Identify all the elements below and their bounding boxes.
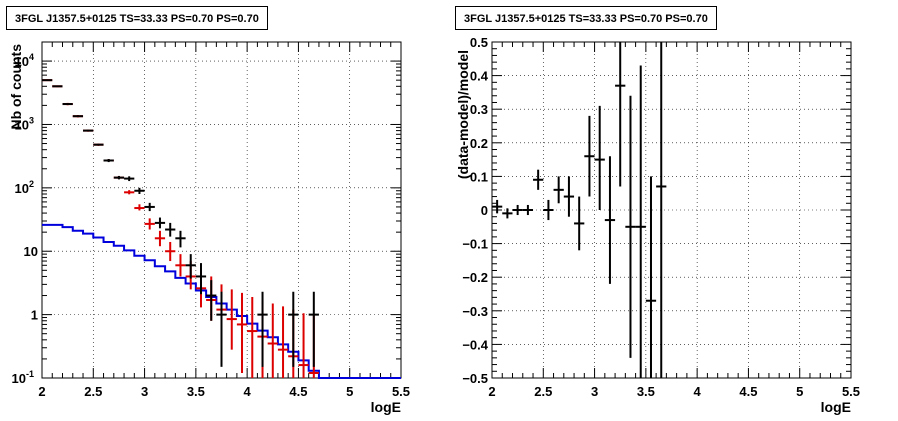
- y-tick-label: 1: [31, 308, 38, 323]
- plot-frame: [491, 41, 852, 379]
- x-tick-label: 3.5: [187, 384, 205, 399]
- y-tick-label: 103: [15, 115, 34, 132]
- x-tick-label: 3.5: [637, 384, 655, 399]
- y-tick-label: 0.3: [470, 102, 488, 117]
- y-tick-label: −0.2: [462, 270, 488, 285]
- x-tick-label: 2: [38, 384, 45, 399]
- x-tick-label: 4.5: [739, 384, 757, 399]
- x-tick-label: 4: [694, 384, 702, 399]
- y-tick-label: 0.1: [470, 169, 488, 184]
- x-axis-title: logE: [371, 399, 401, 415]
- y-tick-label: 10-1: [12, 369, 34, 386]
- x-tick-label: 3: [141, 384, 148, 399]
- x-tick-label: 4: [244, 384, 252, 399]
- y-tick-label: 102: [15, 179, 34, 196]
- y-tick-label: 0.2: [470, 136, 488, 151]
- x-tick-label: 5: [346, 384, 353, 399]
- y-tick-label: −0.1: [462, 237, 488, 252]
- counts-chart: 2 2.5 3 3.5 4 4.5 5 5.5 10-1 1 10 102 103 104 logE Nb o…: [8, 41, 410, 415]
- residual-chart: 2 2.5 3 3.5 4 4.5 5 5.5 −0.5 −0.4 −0.3 −0.2 −0.1 0 0.1…: [455, 35, 860, 415]
- x-tick-label: 3: [591, 384, 598, 399]
- x-tick-label: 5.5: [842, 384, 860, 399]
- plot-frame: [41, 41, 402, 379]
- y-tick-label: −0.5: [462, 371, 488, 386]
- residual-panel: 2 2.5 3 3.5 4 4.5 5 5.5 −0.5 −0.4 −0.3 −0.2 −0.1 0 0.1…: [449, 0, 898, 421]
- y-tick-label: 0.4: [470, 69, 489, 84]
- spectrum-panel: 2 2.5 3 3.5 4 4.5 5 5.5 10-1 1 10 102 103 104 logE Nb o…: [6, 6, 410, 415]
- x-tick-label: 2: [488, 384, 495, 399]
- x-tick-label: 5.5: [392, 384, 410, 399]
- x-tick-label: 2.5: [534, 384, 552, 399]
- y-tick-label: 0: [481, 203, 488, 218]
- y-tick-label: 0.5: [470, 35, 488, 50]
- y-tick-label: −0.3: [462, 304, 488, 319]
- x-tick-label: 5: [796, 384, 803, 399]
- x-tick-label: 2.5: [84, 384, 102, 399]
- x-axis-title: logE: [821, 399, 851, 415]
- model-step-line: [42, 223, 401, 379]
- y-axis-title: Nb of counts: [8, 44, 24, 130]
- y-axis-title: (data-model)/model: [455, 50, 471, 179]
- residual-chart-title: 3FGL J1357.5+0125 TS=33.33 PS=0.70 PS=0.…: [455, 6, 717, 30]
- y-tick-label: 104: [15, 52, 34, 69]
- y-tick-label: 10: [24, 244, 38, 259]
- x-tick-label: 4.5: [289, 384, 307, 399]
- counts-chart-title: 3FGL J1357.5+0125 TS=33.33 PS=0.70 PS=0.…: [6, 6, 268, 30]
- y-tick-label: −0.4: [462, 337, 488, 352]
